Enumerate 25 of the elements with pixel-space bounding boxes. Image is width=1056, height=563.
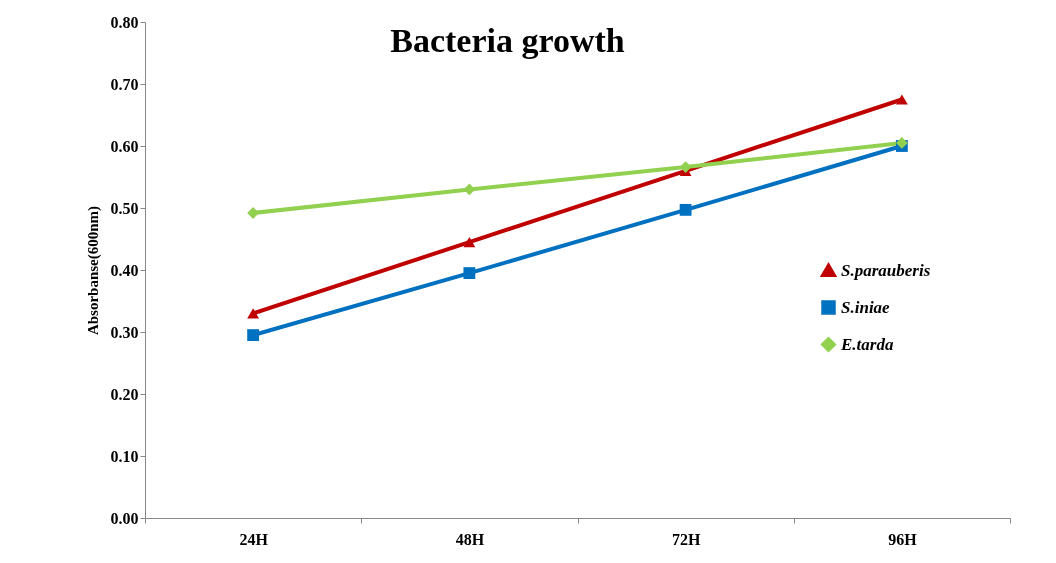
point	[247, 308, 260, 319]
point	[895, 136, 908, 149]
x-tick-label: 48H	[455, 530, 485, 548]
point	[247, 329, 260, 342]
point	[895, 94, 908, 105]
y-tick-label: 0.00	[110, 509, 139, 527]
legend-label: S.iniae	[841, 297, 891, 317]
y-axis-title: Absorbanse(600nm)	[84, 205, 102, 336]
y-tick-label: 0.40	[110, 261, 139, 279]
x-tick-label: 24H	[239, 530, 269, 548]
y-tick-label: 0.80	[110, 13, 139, 31]
y-tick-label: 0.10	[110, 447, 139, 465]
y-tick-label: 0.20	[110, 385, 139, 403]
y-tick-label: 0.70	[110, 75, 139, 93]
point	[463, 236, 476, 248]
y-tick-label: 0.30	[110, 323, 139, 341]
x-tick-label: 72H	[671, 530, 701, 548]
y-tick-label: 0.50	[110, 199, 139, 217]
point	[463, 267, 476, 280]
y-tick-label: 0.60	[110, 137, 139, 155]
chart-title: Bacteria growth	[390, 22, 625, 59]
point	[679, 203, 692, 216]
x-tick-label: 96H	[888, 530, 918, 548]
legend-label: E.tarda	[840, 334, 894, 354]
legend-label: S.parauberis	[841, 260, 931, 280]
